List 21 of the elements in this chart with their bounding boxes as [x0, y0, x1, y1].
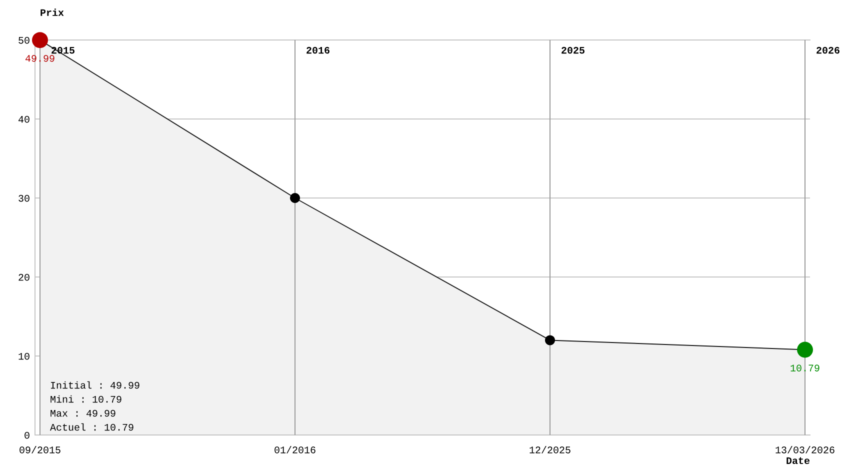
x-axis-title: Date — [786, 457, 810, 464]
x-tick-label: 13/03/2026 — [776, 446, 834, 454]
y-tick-label: 40 — [18, 116, 30, 123]
ref-line-label: 2025 — [562, 46, 584, 54]
y-tick-label: 20 — [18, 274, 30, 281]
annotation: Max : 49.99 — [50, 410, 116, 417]
y-axis-title: Prix — [40, 8, 64, 16]
data-label: 10.79 — [790, 364, 820, 372]
annotation: Initial : 49.99 — [50, 381, 140, 389]
x-tick-label: 01/2016 — [274, 446, 316, 454]
y-tick-label: 0 — [24, 432, 30, 439]
ref-line-label: 2026 — [816, 46, 840, 54]
y-tick-label: 30 — [18, 194, 30, 202]
x-tick-label: 12/2025 — [530, 446, 570, 454]
y-tick-label: 50 — [18, 36, 30, 44]
y-tick-label: 10 — [18, 352, 30, 360]
x-tick-label: 09/2015 — [20, 446, 60, 454]
ref-line-label: 2016 — [306, 46, 330, 54]
data-label: 49.99 — [26, 54, 54, 62]
annotation: Actuel : 10.79 — [50, 423, 134, 431]
annotation: Mini : 10.79 — [50, 395, 122, 403]
